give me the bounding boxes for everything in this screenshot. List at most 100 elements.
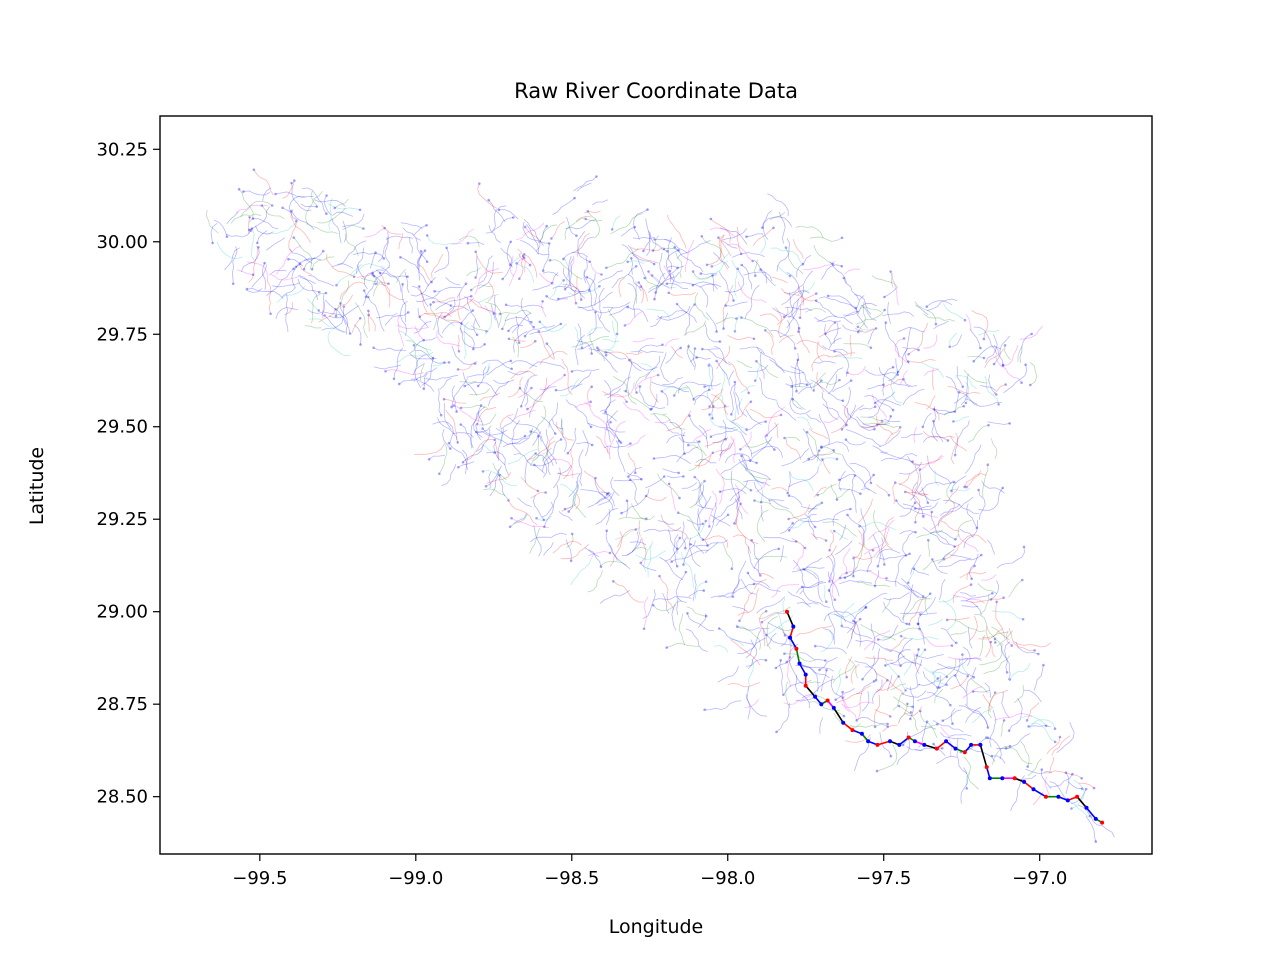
tributary-segment	[624, 311, 643, 326]
tributary-point	[787, 494, 791, 497]
tributary-segment	[939, 558, 972, 568]
tributary-segment	[704, 383, 721, 387]
tributary-segment	[918, 678, 939, 687]
tributary-segment	[832, 508, 851, 526]
tributary-segment	[754, 259, 758, 276]
main-channel-segment	[786, 611, 795, 627]
tributary-segment	[902, 584, 914, 622]
tributary-segment	[629, 541, 647, 546]
tributary-segment	[385, 369, 424, 376]
tributary-segment	[808, 520, 818, 541]
tributary-point	[497, 208, 501, 212]
tributary-segment	[988, 374, 997, 395]
tributary-segment	[532, 495, 545, 521]
tributary-segment	[566, 216, 577, 237]
main-channel-point	[803, 683, 808, 688]
tributary-segment	[697, 508, 701, 531]
tributary-segment	[457, 361, 478, 371]
tributary-segment	[540, 435, 558, 465]
tributary-segment	[791, 537, 806, 549]
tributary-segment	[216, 241, 243, 260]
tributary-point	[945, 675, 949, 679]
tributary-segment	[708, 490, 718, 527]
tributary-segment	[887, 302, 891, 324]
tributary-segment	[479, 413, 497, 426]
tributary-segment	[524, 324, 556, 337]
tributary-segment	[714, 442, 733, 453]
tributary-point	[813, 525, 817, 529]
tributary-segment	[738, 459, 771, 480]
tributary-segment	[788, 292, 795, 320]
tributary-segment	[1021, 715, 1047, 727]
tributary-segment	[584, 547, 600, 558]
tributary-segment	[873, 694, 880, 727]
tributary-point	[708, 413, 711, 416]
tributary-segment	[520, 239, 550, 256]
tributary-segment	[651, 381, 690, 393]
tributary-point	[775, 730, 778, 734]
tributary-point	[917, 348, 920, 352]
tributary-segment	[288, 221, 297, 253]
tributary-segment	[538, 224, 558, 243]
tributary-segment	[865, 570, 887, 579]
tributary-segment	[913, 427, 917, 444]
tributary-point	[600, 273, 603, 276]
tributary-point	[599, 565, 603, 568]
tributary-point	[919, 709, 922, 713]
tributary-segment	[939, 658, 961, 688]
tributary-segment	[768, 499, 800, 520]
tributary-segment	[788, 466, 819, 488]
tributary-point	[805, 383, 809, 386]
tributary-segment	[225, 230, 252, 238]
tributary-point	[965, 485, 968, 489]
tributary-segment	[417, 251, 430, 287]
tributary-segment	[399, 300, 408, 336]
tributary-point	[324, 291, 328, 295]
tributary-point	[260, 204, 264, 207]
tributary-segment	[885, 427, 901, 444]
tributary-segment	[728, 370, 735, 386]
tributary-segment	[326, 254, 355, 278]
tributary-point	[855, 719, 858, 722]
tributary-point	[509, 240, 512, 244]
tributary-segment	[473, 406, 486, 438]
tributary-segment	[247, 261, 269, 277]
tributary-segment	[803, 557, 823, 572]
tributary-segment	[875, 680, 888, 693]
tributary-segment	[629, 479, 639, 505]
tributary-point	[954, 538, 957, 541]
tributary-segment	[516, 262, 534, 283]
tributary-segment	[568, 256, 577, 294]
tributary-segment	[599, 589, 630, 604]
tributary-segment	[651, 275, 676, 288]
tributary-segment	[843, 277, 860, 301]
tributary-segment	[420, 292, 452, 306]
tributary-segment	[666, 410, 692, 432]
tributary-point	[764, 658, 768, 662]
tributary-segment	[632, 337, 655, 343]
tributary-point	[523, 434, 527, 438]
tributary-segment	[727, 682, 761, 688]
tributary-segment	[689, 356, 711, 363]
tributary-segment	[978, 489, 986, 520]
y-tick-label: 29.25	[96, 509, 148, 530]
tributary-point	[986, 736, 990, 740]
tributary-segment	[782, 631, 791, 663]
tributary-segment	[412, 363, 425, 375]
tributary-point	[802, 567, 805, 571]
tributary-segment	[641, 363, 655, 373]
tributary-segment	[586, 276, 598, 306]
tributary-segment	[798, 328, 810, 354]
tributary-segment	[516, 222, 545, 241]
tributary-segment	[849, 334, 852, 357]
tributary-segment	[529, 323, 562, 335]
tributary-segment	[736, 226, 742, 255]
tributary-segment	[432, 362, 450, 367]
tributary-segment	[989, 709, 997, 748]
tributary-segment	[442, 428, 451, 449]
tributary-point	[372, 274, 376, 278]
tributary-point	[359, 316, 362, 320]
tributary-segment	[824, 324, 832, 345]
tributary-segment	[272, 282, 300, 288]
tributary-point	[994, 641, 997, 644]
